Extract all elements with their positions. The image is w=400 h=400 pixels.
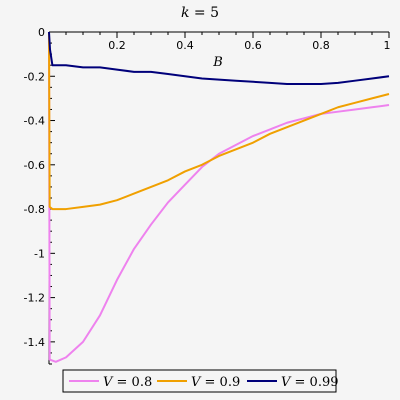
x-tick-label: 1: [384, 39, 391, 52]
axes: 0.2 0.4 0.6 0.8 1 0 -0.2 -0.4 -0.6 -0.8 -1 -1.2 -1.4: [24, 26, 391, 365]
series-lines: [48, 31, 390, 363]
y-tick-label: -1: [34, 247, 45, 260]
legend: V = 0.8 V = 0.9 V = 0.99: [62, 369, 339, 393]
legend-variable: V: [191, 375, 202, 390]
chart-title: k = 5: [181, 5, 219, 21]
y-tick-label: -0.8: [24, 203, 45, 216]
y-tick-label: -1.2: [24, 292, 45, 305]
legend-value: = 0.8: [112, 375, 152, 390]
x-tick-label: 0.4: [176, 39, 194, 52]
legend-value: = 0.9: [200, 375, 240, 390]
legend-label: V = 0.99: [281, 375, 339, 390]
series-line-3: [48, 31, 390, 86]
y-tick-label: -0.4: [24, 115, 45, 128]
legend-value: = 0.99: [290, 375, 338, 390]
legend-label: V = 0.9: [191, 375, 240, 390]
legend-variable: V: [103, 375, 114, 390]
y-tick-label: 0: [38, 26, 45, 39]
y-tick-label: -1.4: [24, 336, 45, 349]
legend-box: [62, 369, 337, 393]
x-tick-label: 0.8: [312, 39, 330, 52]
title-variable: k: [181, 5, 189, 21]
series-line-1: [48, 31, 390, 363]
legend-variable: V: [281, 375, 292, 390]
title-value: 5: [210, 5, 219, 21]
x-tick-label: 0.6: [244, 39, 262, 52]
x-axis-label: B: [212, 55, 223, 70]
y-tick-label: -0.2: [24, 70, 45, 83]
y-tick-label: -0.6: [24, 159, 45, 172]
legend-label: V = 0.8: [103, 375, 152, 390]
title-equals: =: [189, 5, 210, 21]
series-line-2: [48, 31, 390, 211]
x-tick-label: 0.2: [108, 39, 126, 52]
